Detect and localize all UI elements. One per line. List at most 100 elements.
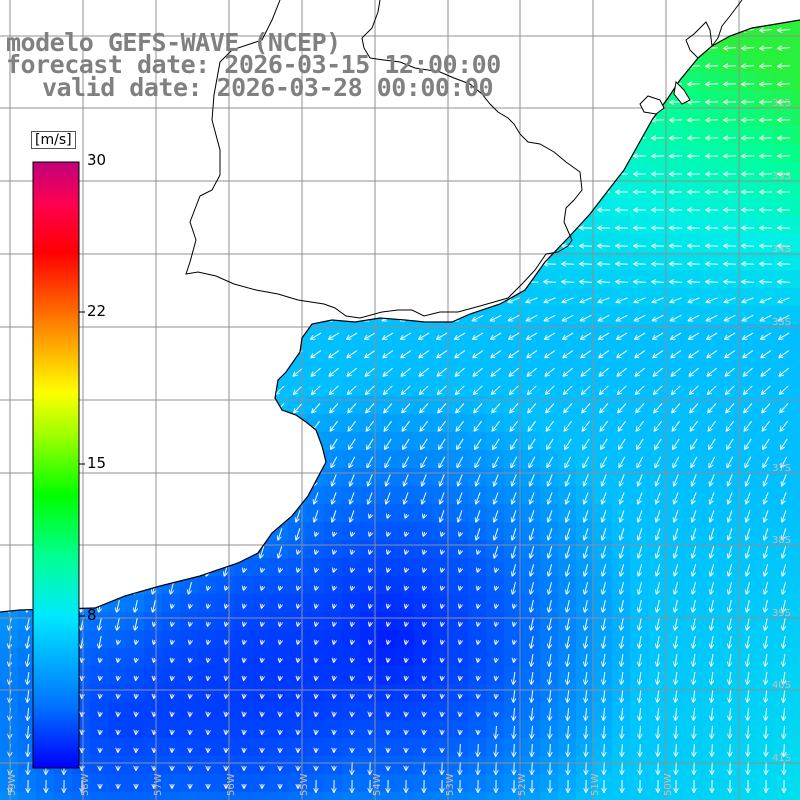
field-cell: [216, 612, 234, 630]
field-cell: [756, 54, 774, 72]
field-cell: [378, 666, 396, 684]
field-cell: [342, 720, 360, 738]
field-cell: [756, 216, 774, 234]
field-cell: [774, 378, 792, 396]
field-cell: [648, 396, 666, 414]
field-cell: [756, 360, 774, 378]
wind-arrow-icon: [226, 658, 227, 662]
field-cell: [324, 774, 342, 792]
field-cell: [90, 738, 108, 756]
field-cell: [432, 414, 450, 432]
field-cell: [486, 702, 504, 720]
wind-arrow-icon: [118, 658, 119, 662]
field-cell: [612, 738, 630, 756]
field-cell: [756, 144, 774, 162]
field-cell: [432, 576, 450, 594]
field-cell: [540, 360, 558, 378]
field-cell: [252, 630, 270, 648]
field-cell: [702, 360, 720, 378]
wind-arrow-icon: [154, 658, 155, 662]
wind-arrow-icon: [424, 676, 425, 680]
field-cell: [720, 414, 738, 432]
field-cell: [576, 684, 594, 702]
wind-arrow-icon: [598, 264, 610, 265]
field-cell: [558, 702, 576, 720]
field-cell: [594, 450, 612, 468]
field-cell: [792, 306, 800, 324]
field-cell: [612, 414, 630, 432]
field-cell: [504, 594, 522, 612]
field-cell: [414, 756, 432, 774]
field-cell: [792, 108, 800, 126]
field-cell: [720, 396, 738, 414]
field-cell: [198, 684, 216, 702]
lon-label: 58W: [80, 773, 91, 796]
field-cell: [576, 702, 594, 720]
field-cell: [666, 414, 684, 432]
field-cell: [432, 684, 450, 702]
field-cell: [108, 630, 126, 648]
field-cell: [792, 216, 800, 234]
field-cell: [774, 180, 792, 198]
field-cell: [306, 378, 324, 396]
field-cell: [540, 792, 558, 800]
field-cell: [342, 756, 360, 774]
field-cell: [144, 738, 162, 756]
field-cell: [414, 648, 432, 666]
wind-arrow-icon: [388, 658, 389, 662]
field-cell: [252, 756, 270, 774]
field-cell: [378, 504, 396, 522]
field-cell: [306, 594, 324, 612]
field-cell: [576, 378, 594, 396]
field-cell: [738, 342, 756, 360]
wind-arrow-icon: [778, 282, 790, 283]
field-cell: [288, 540, 306, 558]
field-cell: [792, 270, 800, 288]
field-cell: [126, 792, 144, 800]
wind-arrow-icon: [598, 282, 610, 283]
field-cell: [432, 432, 450, 450]
field-cell: [234, 684, 252, 702]
field-cell: [234, 720, 252, 738]
field-cell: [774, 126, 792, 144]
field-cell: [558, 450, 576, 468]
field-cell: [270, 558, 288, 576]
field-cell: [594, 756, 612, 774]
field-cell: [486, 684, 504, 702]
field-cell: [666, 288, 684, 306]
field-cell: [180, 756, 198, 774]
field-cell: [648, 360, 666, 378]
field-cell: [432, 594, 450, 612]
field-cell: [414, 360, 432, 378]
field-cell: [792, 558, 800, 576]
field-cell: [126, 702, 144, 720]
field-cell: [486, 360, 504, 378]
field-cell: [288, 594, 306, 612]
field-cell: [756, 774, 774, 792]
field-cell: [702, 666, 720, 684]
wind-arrow-icon: [496, 658, 497, 662]
field-cell: [342, 630, 360, 648]
field-cell: [630, 774, 648, 792]
field-cell: [162, 702, 180, 720]
field-cell: [468, 342, 486, 360]
field-cell: [450, 450, 468, 468]
wind-arrow-icon: [496, 744, 497, 756]
field-cell: [720, 270, 738, 288]
field-cell: [450, 342, 468, 360]
field-cell: [126, 720, 144, 738]
field-cell: [702, 792, 720, 800]
field-cell: [198, 738, 216, 756]
field-cell: [666, 234, 684, 252]
field-cell: [684, 126, 702, 144]
field-cell: [414, 792, 432, 800]
field-cell: [720, 108, 738, 126]
field-cell: [324, 522, 342, 540]
field-cell: [108, 648, 126, 666]
field-cell: [234, 756, 252, 774]
field-cell: [576, 360, 594, 378]
field-cell: [684, 144, 702, 162]
field-cell: [630, 396, 648, 414]
field-cell: [270, 756, 288, 774]
wind-arrow-icon: [604, 744, 605, 756]
